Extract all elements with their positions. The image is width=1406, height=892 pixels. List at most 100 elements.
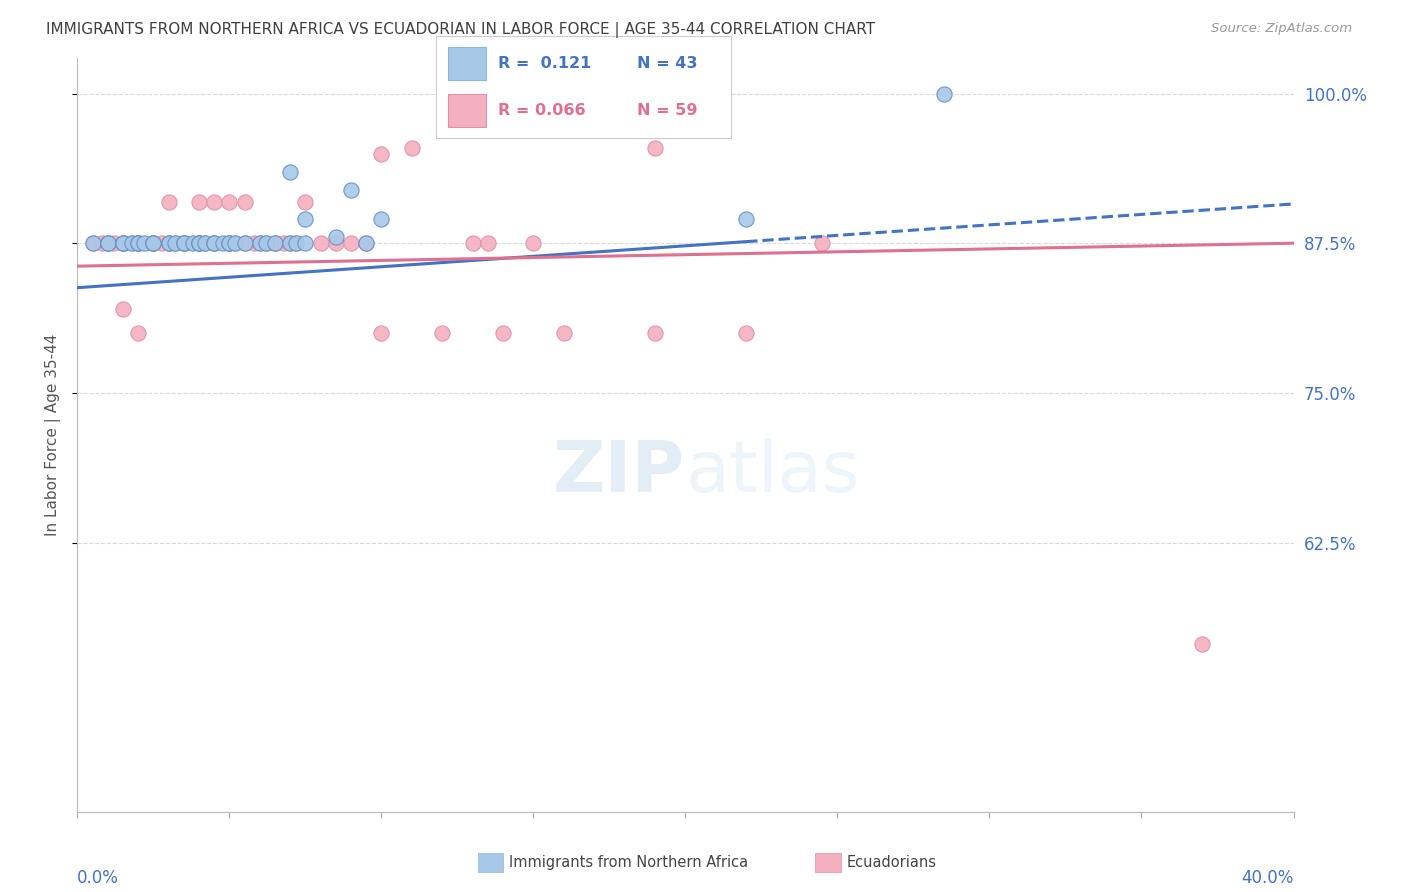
Point (194, 236, 217, 251)
Point (233, 236, 256, 251)
Point (97, 236, 120, 251)
Point (173, 236, 195, 251)
Point (309, 236, 332, 251)
Bar (447, 47, 486, 79)
Point (370, 146, 392, 161)
Point (325, 230, 347, 244)
Point (202, 236, 225, 251)
Point (224, 236, 246, 251)
Text: N = 43: N = 43 (637, 56, 697, 70)
Point (233, 194, 256, 209)
Point (188, 236, 211, 251)
Point (212, 236, 235, 251)
Point (111, 236, 134, 251)
Point (401, 141, 423, 155)
Point (254, 236, 277, 251)
Point (111, 236, 134, 251)
Point (218, 194, 240, 209)
Point (278, 236, 301, 251)
Point (735, 326, 758, 340)
Point (811, 236, 834, 251)
Text: IMMIGRANTS FROM NORTHERN AFRICA VS ECUADORIAN IN LABOR FORCE | AGE 35-44 CORRELA: IMMIGRANTS FROM NORTHERN AFRICA VS ECUAD… (46, 22, 876, 38)
Point (97, 236, 120, 251)
Point (181, 236, 204, 251)
Bar (447, 95, 486, 127)
Point (152, 236, 174, 251)
Point (188, 194, 211, 209)
Point (340, 236, 363, 251)
Point (157, 236, 180, 251)
Point (202, 236, 225, 251)
Point (194, 236, 217, 251)
Text: 40.0%: 40.0% (1241, 869, 1294, 888)
Point (254, 236, 277, 251)
Point (644, 326, 666, 340)
Point (477, 236, 499, 251)
Text: 0.0%: 0.0% (77, 869, 120, 888)
Text: R =  0.121: R = 0.121 (498, 56, 591, 70)
Point (233, 236, 256, 251)
Point (142, 236, 165, 251)
Point (127, 236, 149, 251)
Y-axis label: In Labor Force | Age 35-44: In Labor Force | Age 35-44 (45, 334, 62, 536)
Point (370, 212, 392, 227)
Text: Source: ZipAtlas.com: Source: ZipAtlas.com (1212, 22, 1353, 36)
Point (111, 236, 134, 251)
Point (163, 236, 186, 251)
Point (224, 236, 246, 251)
Point (553, 326, 575, 340)
Text: atlas: atlas (686, 438, 860, 507)
Point (218, 236, 240, 251)
Point (932, 87, 955, 101)
Point (202, 194, 225, 209)
Point (121, 236, 143, 251)
Point (142, 236, 165, 251)
Point (97, 236, 120, 251)
Point (111, 236, 134, 251)
Point (111, 302, 134, 317)
Point (127, 236, 149, 251)
Point (264, 236, 287, 251)
Point (127, 236, 149, 251)
Point (202, 236, 225, 251)
Point (127, 236, 149, 251)
Point (294, 212, 316, 227)
Point (142, 236, 165, 251)
Point (157, 236, 180, 251)
Point (218, 236, 240, 251)
Point (285, 236, 308, 251)
Point (285, 236, 308, 251)
Point (492, 326, 515, 340)
Point (294, 236, 316, 251)
Point (142, 236, 165, 251)
Point (461, 236, 484, 251)
Point (249, 236, 271, 251)
Point (325, 236, 347, 251)
Point (142, 236, 165, 251)
Point (90, 236, 112, 251)
Text: Ecuadorians: Ecuadorians (846, 855, 936, 870)
Point (218, 236, 240, 251)
Point (432, 326, 454, 340)
Point (103, 236, 125, 251)
Point (1191, 637, 1213, 651)
Point (354, 236, 377, 251)
Point (163, 236, 186, 251)
Point (477, 87, 499, 101)
Point (127, 326, 149, 340)
Point (242, 236, 264, 251)
Point (522, 236, 544, 251)
Point (278, 236, 301, 251)
Point (354, 236, 377, 251)
Text: ZIP: ZIP (553, 438, 686, 507)
Point (157, 236, 180, 251)
Point (188, 236, 211, 251)
Point (294, 194, 316, 209)
Point (735, 212, 758, 227)
Point (173, 236, 195, 251)
Point (188, 236, 211, 251)
Text: Immigrants from Northern Africa: Immigrants from Northern Africa (509, 855, 748, 870)
Point (278, 164, 301, 178)
Point (173, 236, 195, 251)
Point (249, 236, 271, 251)
